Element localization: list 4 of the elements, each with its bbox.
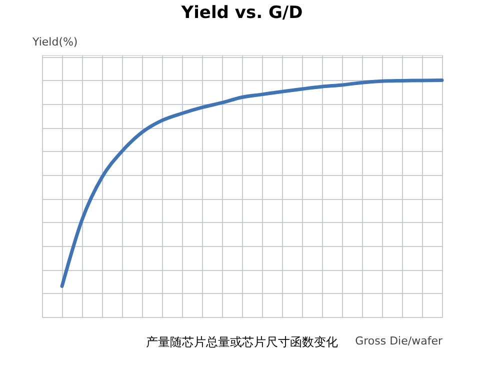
x-axis-title: Gross Die/wafer <box>355 334 443 348</box>
text: 产量随芯片总量或芯片尺寸函数变化 <box>146 335 338 349</box>
chart-title: Yield vs. G/D <box>180 3 303 23</box>
y-axis-title: Yield(%) <box>32 36 78 48</box>
